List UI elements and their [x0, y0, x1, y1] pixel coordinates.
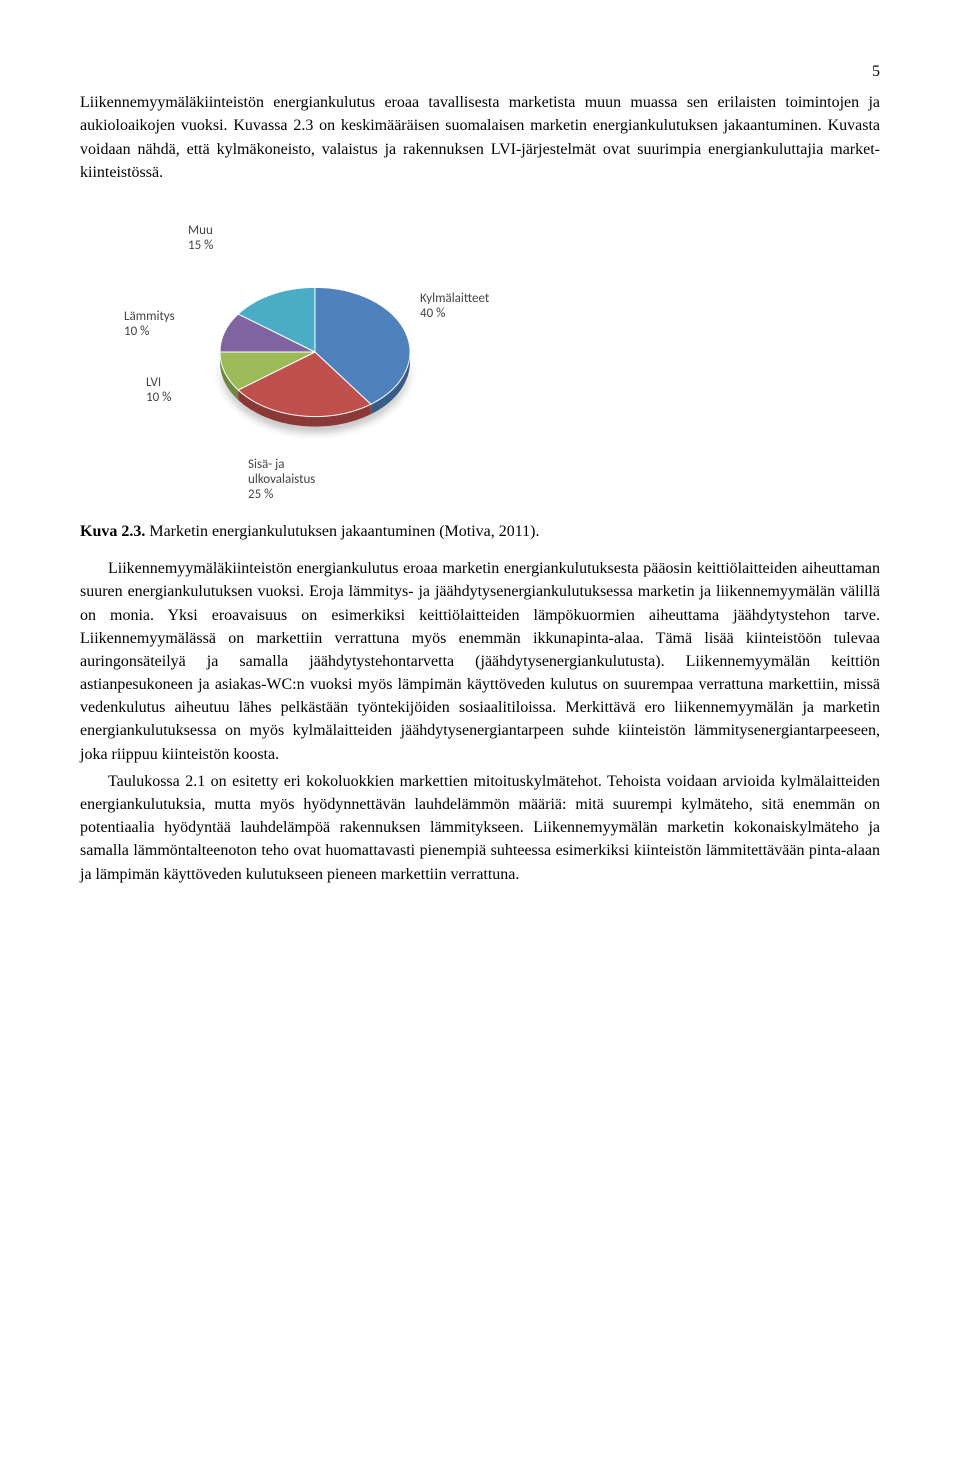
pie-label: Sisä- jaulkovalaistus25 % [248, 458, 315, 503]
figure-2-3: Kylmälaitteet40 % Sisä- jaulkovalaistus25… [80, 202, 880, 502]
pie-label: Kylmälaitteet40 % [420, 292, 489, 322]
pie-chart: Kylmälaitteet40 % Sisä- jaulkovalaistus25… [80, 202, 500, 502]
pie-label: Muu15 % [188, 224, 213, 254]
paragraph-2: Liikennemyymäläkiinteistön energiankulut… [80, 557, 880, 766]
paragraph-3: Taulukossa 2.1 on esitetty eri kokoluokk… [80, 770, 880, 886]
paragraph-1: Liikennemyymäläkiinteistön energiankulut… [80, 91, 880, 184]
pie-label: LVI10 % [146, 376, 171, 406]
pie-svg [80, 202, 500, 502]
page-number: 5 [80, 60, 880, 83]
figure-caption: Kuva 2.3. Marketin energiankulutuksen ja… [80, 520, 880, 543]
pie-label: Lämmitys10 % [124, 310, 175, 340]
figure-caption-label: Kuva 2.3. [80, 523, 145, 540]
figure-caption-text: Marketin energiankulutuksen jakaantumine… [145, 523, 539, 540]
